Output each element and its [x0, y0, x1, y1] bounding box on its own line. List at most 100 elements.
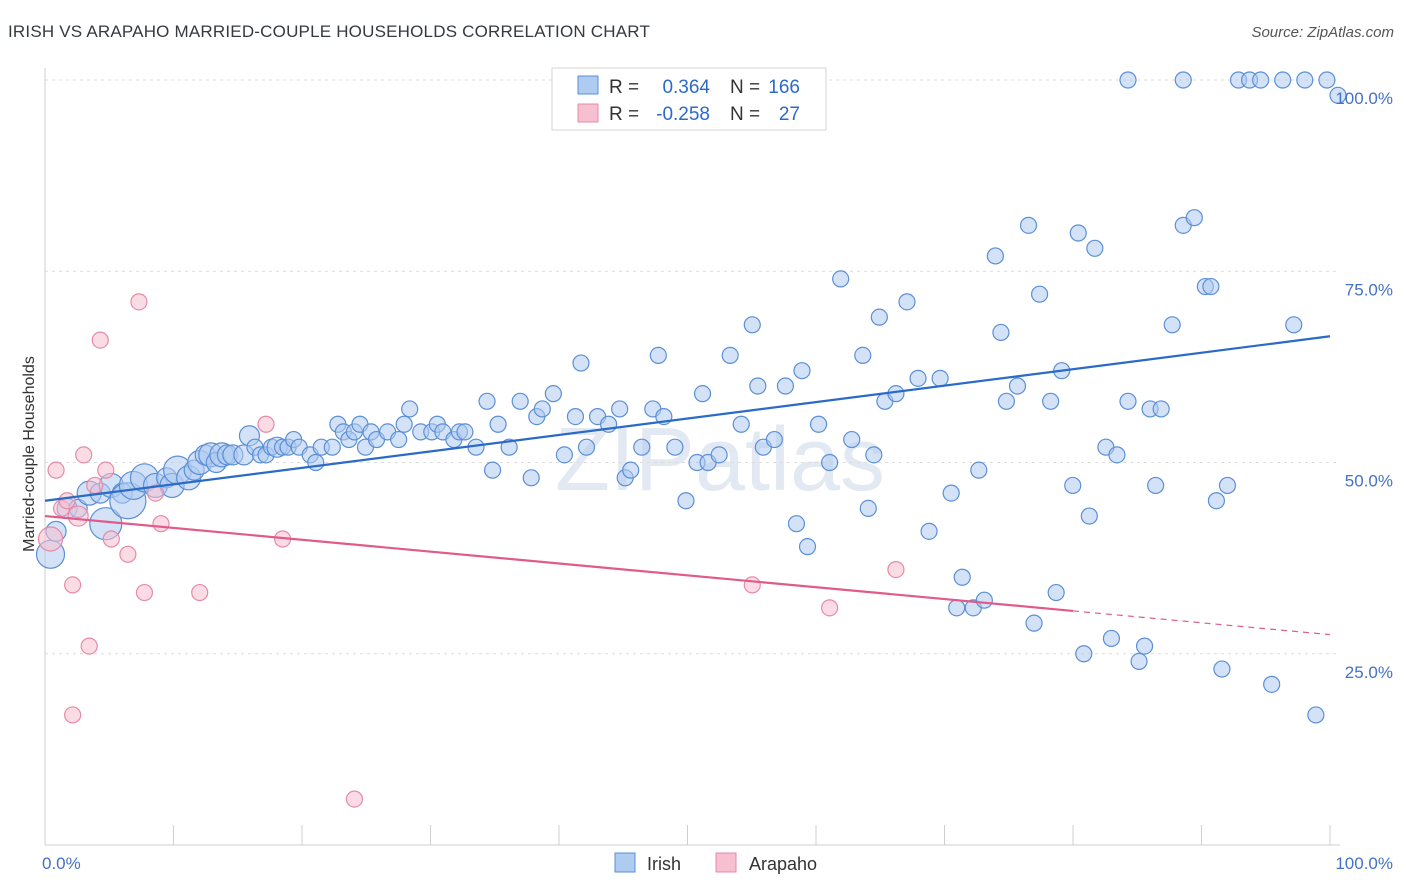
- irish-point-83: [677, 492, 695, 510]
- x-tick-label-min: 0.0%: [42, 854, 81, 873]
- y-tick-label-1: 50.0%: [1345, 472, 1393, 491]
- irish-point-90: [743, 316, 761, 334]
- irish-point-122: [1019, 216, 1038, 234]
- irish-n-value: 166: [768, 77, 800, 98]
- irish-point-113: [948, 599, 966, 617]
- arapaho-points: [37, 293, 905, 808]
- irish-point-98: [809, 415, 828, 433]
- irish-point-68: [544, 385, 562, 403]
- y-tick-labels: 25.0% 50.0% 75.0% 100.0%: [1335, 89, 1393, 682]
- arapaho-point-24: [887, 560, 905, 579]
- arapaho-point-8: [80, 637, 98, 655]
- irish-point-129: [1069, 224, 1087, 242]
- irish-point-134: [1102, 629, 1121, 648]
- chart-source: Source: ZipAtlas.com: [1251, 24, 1394, 41]
- irish-point-39: [323, 438, 341, 456]
- irish-point-154: [1274, 71, 1292, 89]
- irish-point-131: [1080, 507, 1098, 525]
- irish-point-123: [1025, 614, 1043, 632]
- y-tick-label-0: 25.0%: [1345, 663, 1393, 682]
- irish-point-104: [865, 446, 883, 464]
- irish-point-149: [1218, 476, 1237, 495]
- irish-point-96: [793, 362, 811, 380]
- irish-point-94: [776, 377, 795, 395]
- irish-point-158: [1318, 71, 1336, 89]
- x-tick-label-max: 100.0%: [1335, 854, 1393, 873]
- irish-point-155: [1285, 316, 1303, 334]
- arapaho-point-14: [130, 293, 148, 311]
- chart-title: IRISH VS ARAPAHO MARRIED-COUPLE HOUSEHOL…: [8, 22, 651, 41]
- arapaho-n-value: 27: [779, 104, 800, 125]
- irish-point-65: [522, 469, 540, 487]
- irish-point-160: [1119, 71, 1137, 89]
- irish-point-75: [611, 400, 629, 418]
- irish-point-71: [572, 354, 590, 372]
- trend-lines: [44, 335, 1331, 636]
- irish-point-117: [975, 591, 993, 609]
- irish-point-118: [986, 247, 1004, 265]
- irish-point-120: [997, 392, 1016, 410]
- arapaho-point-7: [75, 446, 93, 464]
- irish-point-126: [1047, 583, 1065, 602]
- arapaho-point-10: [91, 331, 109, 349]
- irish-point-161: [1174, 71, 1192, 89]
- irish-point-93: [765, 430, 783, 449]
- irish-point-64: [511, 392, 529, 410]
- arapaho-r-label: R =: [609, 104, 639, 125]
- irish-point-110: [920, 522, 938, 540]
- irish-point-70: [566, 408, 585, 426]
- irish-point-121: [1008, 377, 1027, 395]
- irish-point-69: [555, 446, 573, 464]
- irish-point-138: [1135, 637, 1154, 655]
- arapaho-point-6: [67, 505, 89, 527]
- irish-point-49: [390, 430, 408, 449]
- irish-point-130: [1075, 645, 1093, 663]
- irish-point-116: [970, 461, 988, 479]
- arapaho-point-15: [135, 583, 154, 602]
- arapaho-point-12: [102, 530, 120, 548]
- irish-point-89: [732, 415, 750, 433]
- irish-point-67: [533, 400, 551, 418]
- irish-point-63: [500, 438, 518, 456]
- arapaho-point-19: [257, 415, 275, 433]
- y-axis-label: Married-couple Households: [21, 356, 38, 552]
- y-tick-label-2: 75.0%: [1345, 280, 1393, 299]
- irish-point-85: [693, 385, 712, 403]
- legend-irish-label: Irish: [647, 854, 681, 874]
- arapaho-point-23: [821, 599, 839, 617]
- arapaho-trend-line: [44, 514, 1074, 613]
- irish-point-101: [843, 430, 861, 449]
- irish-point-148: [1213, 660, 1231, 678]
- irish-r-label: R =: [609, 77, 639, 98]
- arapaho-point-22: [743, 576, 761, 594]
- arapaho-point-17: [152, 515, 170, 533]
- arapaho-point-1: [47, 461, 65, 479]
- irish-point-137: [1130, 652, 1148, 671]
- irish-point-37: [307, 453, 325, 472]
- irish-point-156: [1296, 71, 1314, 89]
- series-legend: Irish Arapaho: [614, 852, 817, 874]
- irish-point-135: [1108, 446, 1126, 464]
- irish-point-132: [1086, 239, 1104, 257]
- y-tick-label-3: 100.0%: [1335, 89, 1393, 108]
- irish-r-value: 0.364: [662, 77, 710, 98]
- irish-point-125: [1042, 392, 1060, 410]
- irish-point-80: [649, 346, 667, 364]
- irish-swatch: [577, 75, 599, 95]
- irish-point-136: [1119, 392, 1137, 410]
- arapaho-point-16: [146, 484, 165, 502]
- irish-point-114: [953, 568, 971, 586]
- arapaho-point-11: [97, 461, 115, 479]
- arapaho-point-3: [58, 492, 76, 510]
- arapaho-swatch: [577, 103, 599, 123]
- irish-trend-line: [44, 335, 1331, 502]
- irish-point-141: [1152, 400, 1170, 418]
- irish-point-152: [1252, 71, 1270, 89]
- irish-point-87: [710, 446, 728, 464]
- irish-point-60: [478, 392, 496, 410]
- irish-point-108: [898, 293, 916, 311]
- irish-point-51: [401, 400, 419, 418]
- irish-point-72: [577, 438, 596, 456]
- irish-point-62: [489, 415, 507, 433]
- axes: [44, 68, 1340, 846]
